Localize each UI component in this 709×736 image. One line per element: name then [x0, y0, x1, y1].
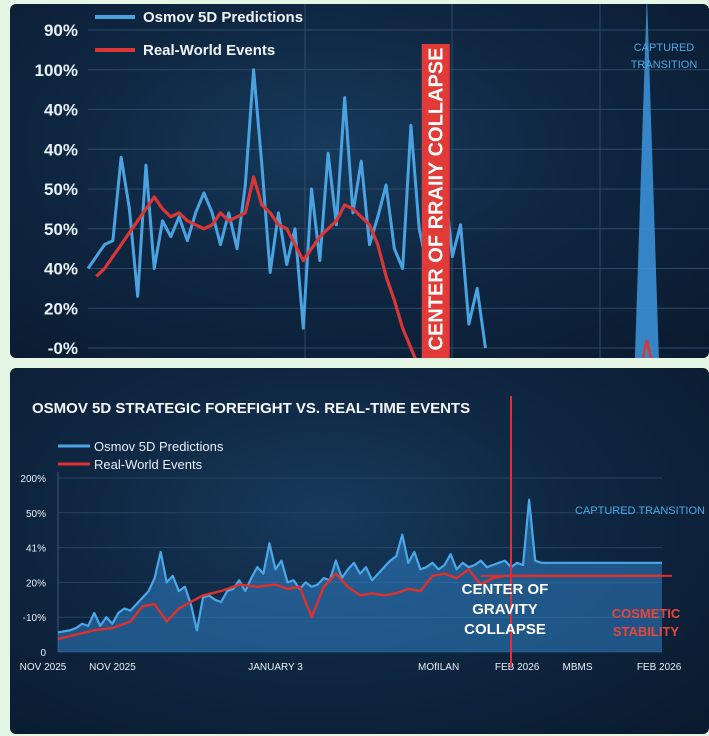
bottom-x-tick-label: FEB 2026: [637, 662, 682, 673]
top-legend-label-events: Real-World Events: [143, 42, 275, 59]
top-transition-spike: [634, 4, 659, 358]
top-y-tick-label: 20%: [44, 299, 78, 318]
bottom-x-tick-label: FEB 2026: [495, 662, 540, 673]
top-chart-panel: 90% 100% 40% 40% 50% 50% 40% 20% -0% CAPTURED TRA…: [10, 4, 709, 358]
bottom-captured-label: CAPTURED TRANSITION: [575, 505, 705, 517]
bottom-x-tick-label: NOV 2025: [20, 662, 67, 673]
top-y-tick-label: -0%: [48, 339, 78, 358]
top-y-tick-label: 50%: [44, 180, 78, 199]
top-transition-red-mark: [641, 339, 653, 358]
top-y-tick-label: 40%: [44, 140, 78, 159]
bottom-y-tick-label: 20%: [26, 578, 46, 589]
top-y-tick-label: 50%: [44, 220, 78, 239]
bottom-prediction-line: [57, 498, 662, 634]
bottom-collapse-label-line2: GRAVITY: [472, 601, 538, 618]
bottom-y-tick-label: 200%: [20, 474, 46, 485]
top-collapse-band-label: CENTER OF RRAIIY COLLAPSE: [426, 48, 448, 351]
bottom-y-tick-label: 41%: [26, 544, 46, 555]
bottom-cosmetic-label-line1: COSMETIC: [612, 606, 681, 621]
bottom-legend-label-predictions: Osmov 5D Predictions: [94, 439, 224, 454]
top-y-tick-label: 90%: [44, 21, 78, 40]
top-events-line: [95, 175, 417, 358]
top-legend-label-predictions: Osmov 5D Predictions: [143, 9, 303, 26]
bottom-chart: OSMOV 5D STRATEGIC FOREFIGHT VS. REAL-TI…: [20, 396, 705, 673]
bottom-y-tick-label: 50%: [26, 509, 46, 520]
top-y-tick-label: 40%: [44, 101, 78, 120]
bottom-cosmetic-label-line2: STABILITY: [613, 624, 680, 639]
bottom-y-tick-label: -10%: [23, 613, 46, 624]
top-captured-label-line2: TRANSITION: [631, 59, 698, 71]
bottom-collapse-label-line3: COLLAPSE: [464, 621, 546, 638]
top-chart: 90% 100% 40% 40% 50% 50% 40% 20% -0% CAPTURED TRA…: [35, 4, 709, 358]
top-y-tick-label: 100%: [35, 61, 78, 80]
bottom-y-tick-label: 0: [40, 648, 46, 659]
bottom-x-tick-label: JANUARY 3: [248, 662, 303, 673]
top-collapse-band: [421, 44, 450, 358]
bottom-x-tick-label: MOfILAN: [418, 662, 459, 673]
bottom-chart-title: OSMOV 5D STRATEGIC FOREFIGHT VS. REAL-TI…: [32, 400, 470, 417]
top-prediction-line: [86, 68, 487, 349]
top-captured-label-line1: CAPTURED: [634, 42, 695, 54]
bottom-x-tick-label: MBMS: [563, 662, 593, 673]
top-y-tick-label: 40%: [44, 260, 78, 279]
bottom-x-tick-label: NOV 2025: [89, 662, 136, 673]
bottom-collapse-label-line1: CENTER OF: [462, 581, 549, 598]
bottom-chart-panel: OSMOV 5D STRATEGIC FOREFIGHT VS. REAL-TI…: [10, 368, 709, 734]
bottom-legend-label-events: Real-World Events: [94, 457, 203, 472]
